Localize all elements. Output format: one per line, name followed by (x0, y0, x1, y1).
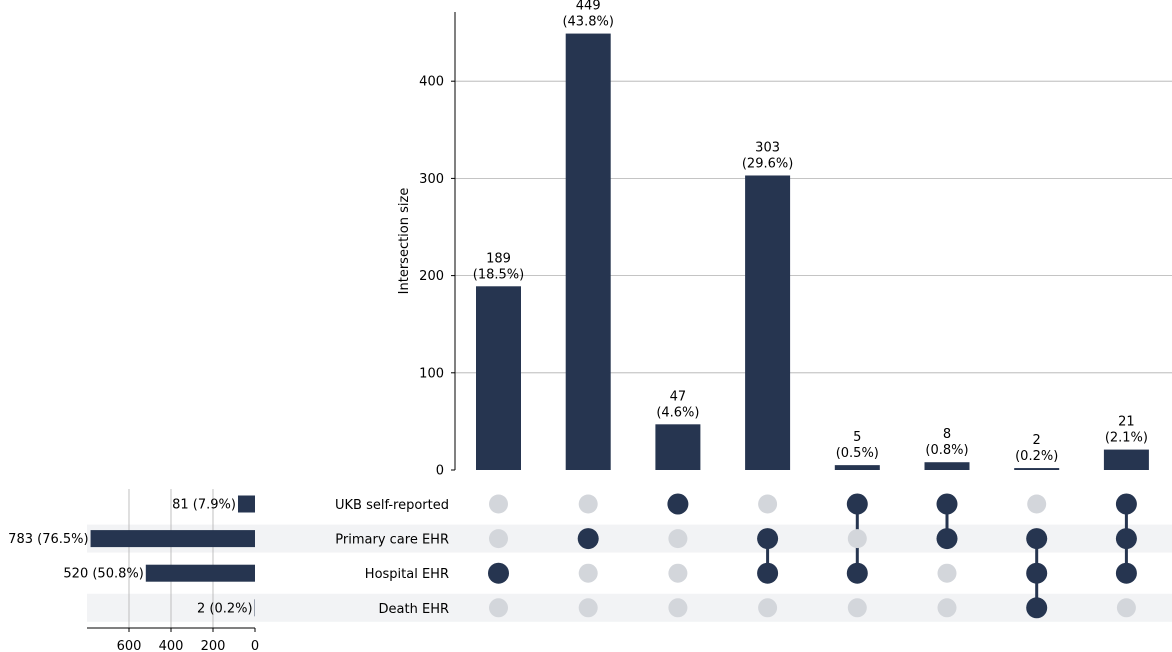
intersection-bar (834, 465, 880, 470)
y-tick-label: 0 (436, 464, 444, 479)
intersection-percent-label: (43.8%) (562, 15, 613, 30)
intersection-bar (924, 462, 970, 470)
y-tick-label: 200 (419, 269, 444, 284)
set-size-tick-label: 600 (117, 639, 142, 652)
set-names: UKB self-reported Primary care EHR Hospita… (335, 498, 449, 617)
membership-dot-inactive (847, 598, 867, 618)
set-name-label: UKB self-reported (335, 498, 449, 513)
membership-dot-inactive (1027, 494, 1047, 514)
set-name-label: Death EHR (379, 602, 449, 617)
y-tick-label: 400 (419, 75, 444, 90)
membership-dot-inactive (489, 598, 508, 618)
intersection-count-label: 8 (943, 427, 951, 442)
membership-dot-active (488, 562, 509, 584)
set-size-tick-label: 400 (159, 639, 184, 652)
membership-dot-active (667, 493, 689, 515)
intersection-bar (565, 33, 611, 471)
intersection-percent-label: (18.5%) (473, 267, 524, 282)
membership-dot-active (1026, 562, 1048, 584)
intersection-percent-label: (29.6%) (742, 156, 793, 171)
set-name-label: Primary care EHR (335, 533, 449, 548)
set-name-label: Hospital EHR (365, 567, 449, 582)
intersection-count-label: 303 (755, 140, 780, 155)
membership-dot-active (757, 562, 779, 584)
membership-dot-inactive (668, 529, 688, 549)
intersection-bar (1103, 449, 1149, 470)
membership-dot-inactive (489, 529, 508, 549)
membership-dot-inactive (668, 563, 688, 583)
membership-dot-inactive (489, 494, 508, 514)
matrix-row-stripe (87, 524, 1172, 553)
intersection-count-label: 2 (1033, 433, 1041, 448)
intersection-bar (655, 424, 701, 470)
intersection-count-label: 21 (1118, 415, 1135, 430)
intersection-gridlines (455, 80, 1172, 374)
intersection-bar (476, 286, 521, 470)
set-size-x-ticks: 600 400 200 0 (117, 628, 259, 652)
membership-dot-inactive (758, 598, 778, 618)
set-size-label: 2 (0.2%) (197, 601, 253, 616)
membership-dot-active (577, 528, 599, 550)
membership-dot-active (1026, 528, 1048, 550)
membership-dot-active (1115, 562, 1137, 584)
set-size-label: 520 (50.8%) (63, 567, 143, 582)
intersection-count-label: 5 (853, 430, 861, 445)
y-tick-label: 300 (419, 172, 444, 187)
set-size-label: 81 (7.9%) (172, 498, 236, 513)
membership-dot-inactive (937, 563, 957, 583)
membership-dot-inactive (847, 529, 867, 549)
set-size-label: 783 (76.5%) (8, 532, 88, 547)
membership-dot-inactive (937, 598, 957, 618)
intersection-y-ticks: 0 100 200 300 400 (419, 75, 455, 479)
set-size-bar (237, 495, 255, 513)
set-size-bar (90, 530, 255, 548)
intersection-bars (476, 33, 1149, 471)
intersection-bar (745, 175, 791, 470)
membership-dot-inactive (578, 598, 598, 618)
intersection-percent-label: (0.8%) (925, 443, 968, 458)
membership-dot-active (936, 493, 958, 515)
set-size-bars (90, 495, 255, 617)
membership-dot-inactive (578, 494, 598, 514)
membership-dot-active (846, 562, 868, 584)
intersection-y-axis-title: Intersection size (397, 188, 412, 295)
intersection-bar (1014, 468, 1060, 470)
membership-dot-inactive (758, 494, 778, 514)
set-size-bar (145, 564, 255, 582)
intersection-bar-labels: 189(18.5%)449(43.8%)47(4.6%)303(29.6%)5(… (473, 0, 1148, 464)
intersection-percent-label: (2.1%) (1105, 431, 1148, 446)
membership-dot-active (936, 528, 958, 550)
matrix-row-stripes (87, 524, 1172, 622)
membership-dot-active (1026, 597, 1048, 619)
intersection-count-label: 189 (486, 251, 511, 266)
intersection-percent-label: (0.2%) (1015, 449, 1058, 464)
membership-dot-active (1115, 493, 1137, 515)
membership-matrix (488, 493, 1137, 619)
intersection-percent-label: (0.5%) (836, 446, 879, 461)
set-size-gridlines (128, 489, 214, 628)
set-size-tick-label: 0 (251, 639, 259, 652)
membership-dot-inactive (578, 563, 598, 583)
membership-dot-inactive (668, 598, 688, 618)
membership-dot-active (1115, 528, 1137, 550)
set-size-tick-label: 200 (201, 639, 226, 652)
set-size-labels: 81 (7.9%) 783 (76.5%) 520 (50.8%) 2 (0.2%) (8, 498, 252, 617)
intersection-count-label: 47 (670, 389, 687, 404)
matrix-row-stripe (87, 593, 1172, 622)
intersection-count-label: 449 (576, 0, 601, 14)
membership-dot-active (757, 528, 779, 550)
intersection-percent-label: (4.6%) (656, 405, 699, 420)
membership-dot-active (846, 493, 868, 515)
y-tick-label: 100 (419, 366, 444, 381)
membership-dot-inactive (1116, 598, 1136, 618)
